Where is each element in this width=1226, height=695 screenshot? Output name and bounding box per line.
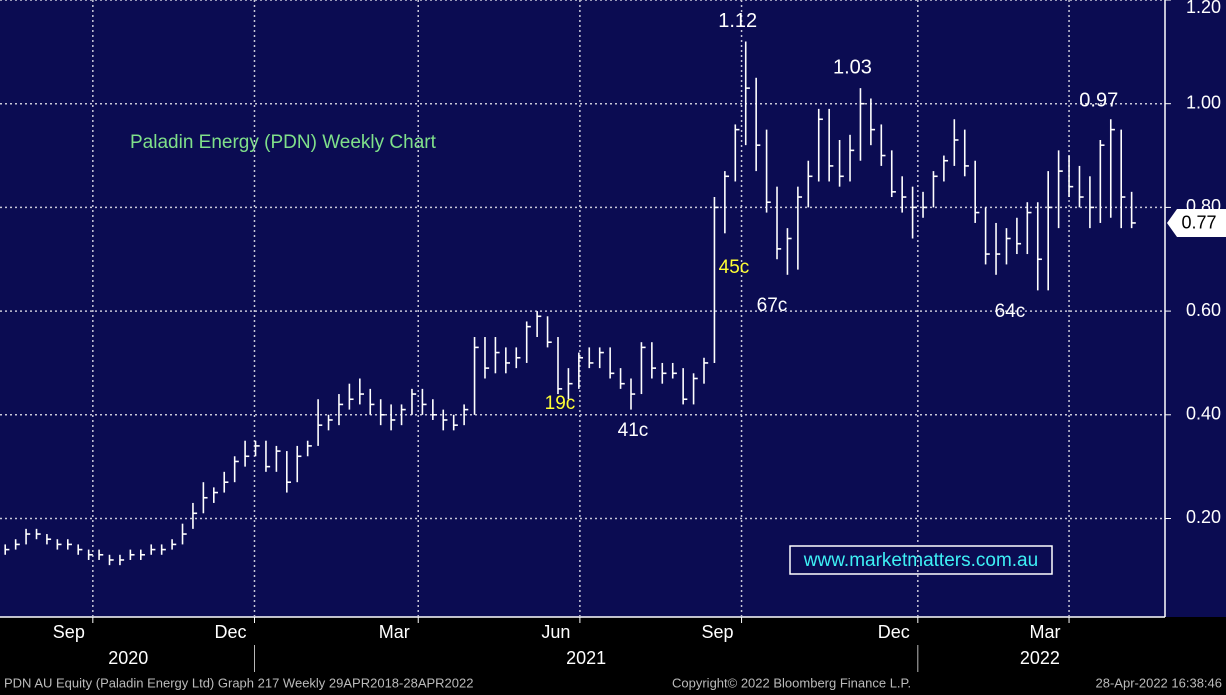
peak-label: 0.97 xyxy=(1079,90,1118,112)
annotation: 45c xyxy=(719,257,750,278)
x-tick-label: Mar xyxy=(1030,622,1061,642)
watermark-box xyxy=(789,545,1053,575)
chart-title: Paladin Energy (PDN) Weekly Chart xyxy=(130,132,437,153)
peak-label: 1.03 xyxy=(833,56,872,78)
x-tick-label: Sep xyxy=(53,622,85,642)
annotation: 19c xyxy=(545,393,576,414)
footer-copyright: Copyright© 2022 Bloomberg Finance L.P. xyxy=(672,675,911,690)
y-tick-label: 0.20 xyxy=(1186,507,1221,527)
x-tick-label: Mar xyxy=(379,622,410,642)
y-tick-label: 1.20 xyxy=(1186,0,1221,17)
plot-background xyxy=(0,0,1226,617)
x-tick-label: Jun xyxy=(541,622,570,642)
annotation: 41c xyxy=(618,420,649,441)
last-price-label: 0.77 xyxy=(1181,213,1216,233)
x-tick-label: Dec xyxy=(214,622,246,642)
last-price-tag xyxy=(1167,208,1226,237)
y-tick-label: 0.40 xyxy=(1186,404,1221,424)
y-tick-label: 0.60 xyxy=(1186,300,1221,320)
axis-background xyxy=(1165,0,1226,617)
peak-label: 1.12 xyxy=(718,10,757,32)
y-tick-label: 1.00 xyxy=(1186,92,1221,112)
year-label: 2021 xyxy=(566,648,606,668)
watermark: www.marketmatters.com.au xyxy=(803,550,1038,571)
footer-left: PDN AU Equity (Paladin Energy Ltd) Graph… xyxy=(4,675,473,690)
annotation: 64c xyxy=(995,301,1026,322)
footer-timestamp: 28-Apr-2022 16:38:46 xyxy=(1096,675,1222,690)
x-tick-label: Dec xyxy=(878,622,910,642)
annotation: 67c xyxy=(757,295,788,316)
year-label: 2020 xyxy=(108,648,148,668)
x-tick-label: Sep xyxy=(702,622,734,642)
year-label: 2022 xyxy=(1020,648,1060,668)
